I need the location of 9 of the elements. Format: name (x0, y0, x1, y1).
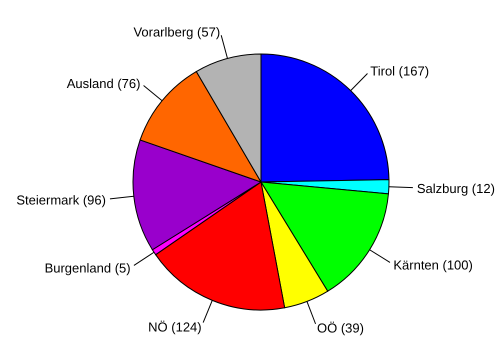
slice-label: Vorarlberg (57) (133, 24, 220, 40)
slice-label: NÖ (124) (148, 319, 202, 334)
slice-label: Ausland (76) (66, 76, 140, 91)
slice-label: Salzburg (12) (416, 180, 495, 196)
slice-label: Tirol (167) (370, 64, 430, 79)
slice-label: Kärnten (100) (393, 258, 473, 273)
slice-label: Burgenland (5) (44, 260, 131, 276)
slice-label: Steiermark (96) (16, 192, 106, 208)
slice-label: OÖ (39) (316, 320, 364, 336)
